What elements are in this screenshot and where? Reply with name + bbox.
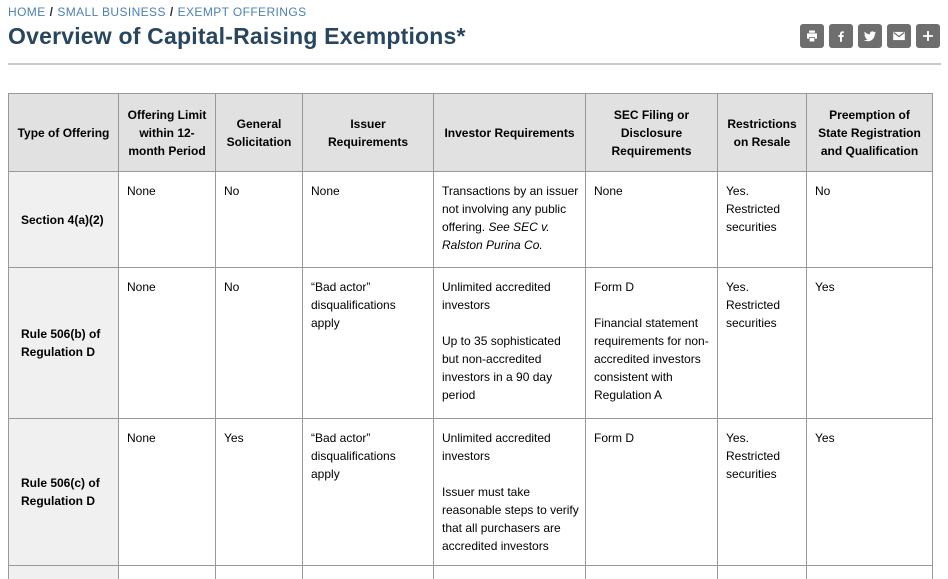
cell-general-solicitation: No <box>215 171 303 268</box>
title-row: Overview of Capital-Raising Exemptions* <box>8 23 940 50</box>
share-toolbar <box>800 24 940 48</box>
cell-preemption <box>806 565 933 579</box>
cell-investor-requirements: Unlimited accredited investors Up to 35 … <box>433 267 586 419</box>
title-divider <box>8 63 941 65</box>
cell-preemption: Yes <box>806 418 933 566</box>
breadcrumb-link-exempt-offerings[interactable]: EXEMPT OFFERINGS <box>177 5 307 19</box>
breadcrumb-link-small-business[interactable]: SMALL BUSINESS <box>57 5 166 19</box>
cell-issuer-requirements: “Bad actor” disqualifications apply <box>302 267 434 419</box>
twitter-button[interactable] <box>858 24 882 48</box>
header-offering-limit: Offering Limit within 12-month Period <box>118 93 216 172</box>
cell-sec-filing <box>585 565 718 579</box>
header-investor-requirements: Investor Requirements <box>433 93 586 172</box>
cell-offering-limit: None <box>118 418 216 566</box>
cell-offering-limit: None <box>118 267 216 419</box>
cell-offering-limit: None <box>118 171 216 268</box>
cell-issuer-requirements: “Bad actor” disqualifications apply <box>302 418 434 566</box>
plus-icon <box>921 29 935 43</box>
cell-restrictions-on-resale: Yes. Restricted securities <box>717 418 807 566</box>
header-general-solicitation: General Solicitation <box>215 93 303 172</box>
cell-type-of-offering <box>8 565 119 579</box>
cell-type-of-offering: Rule 506(b) of Regulation D <box>8 267 119 419</box>
breadcrumb-separator: / <box>169 5 174 19</box>
cell-issuer-requirements <box>302 565 434 579</box>
cell-sec-filing: Form D Financial statement requirements … <box>585 267 718 419</box>
page-title: Overview of Capital-Raising Exemptions* <box>8 23 466 49</box>
email-button[interactable] <box>887 24 911 48</box>
cell-type-of-offering: Rule 506(c) of Regulation D <box>8 418 119 566</box>
twitter-icon <box>863 29 877 43</box>
facebook-icon <box>834 29 848 43</box>
cell-offering-limit <box>118 565 216 579</box>
cell-preemption: No <box>806 171 933 268</box>
header-restrictions-on-resale: Restrictions on Resale <box>717 93 807 172</box>
table-row <box>8 565 933 579</box>
cell-preemption: Yes <box>806 267 933 419</box>
exemptions-table: Type of Offering Offering Limit within 1… <box>8 93 933 579</box>
header-preemption: Preemption of State Registration and Qua… <box>806 93 933 172</box>
header-issuer-requirements: Issuer Requirements <box>302 93 434 172</box>
cell-type-of-offering: Section 4(a)(2) <box>8 171 119 268</box>
header-type-of-offering: Type of Offering <box>8 93 119 172</box>
header-sec-filing: SEC Filing or Disclosure Requirements <box>585 93 718 172</box>
breadcrumb-separator: / <box>49 5 54 19</box>
breadcrumb-link-home[interactable]: HOME <box>8 5 46 19</box>
cell-general-solicitation: No <box>215 267 303 419</box>
cell-issuer-requirements: None <box>302 171 434 268</box>
table-row-section-4a2: Section 4(a)(2) None No None Transaction… <box>8 171 933 268</box>
more-share-button[interactable] <box>916 24 940 48</box>
email-icon <box>892 29 906 43</box>
cell-sec-filing: None <box>585 171 718 268</box>
breadcrumb: HOME / SMALL BUSINESS / EXEMPT OFFERINGS <box>0 0 948 19</box>
table-row-rule-506c: Rule 506(c) of Regulation D None Yes “Ba… <box>8 418 933 566</box>
cell-investor-requirements: Unlimited accredited investors Issuer mu… <box>433 418 586 566</box>
cell-sec-filing: Form D <box>585 418 718 566</box>
print-icon <box>805 29 819 43</box>
cell-restrictions-on-resale: Yes. Restricted securities <box>717 171 807 268</box>
facebook-button[interactable] <box>829 24 853 48</box>
cell-restrictions-on-resale <box>717 565 807 579</box>
table-header-row: Type of Offering Offering Limit within 1… <box>8 93 933 172</box>
cell-general-solicitation: Yes <box>215 418 303 566</box>
case-citation: See SEC v. Ralston Purina Co. <box>442 220 550 252</box>
cell-investor-requirements: Transactions by an issuer not involving … <box>433 171 586 268</box>
cell-investor-requirements <box>433 565 586 579</box>
cell-general-solicitation <box>215 565 303 579</box>
print-button[interactable] <box>800 24 824 48</box>
table-row-rule-506b: Rule 506(b) of Regulation D None No “Bad… <box>8 267 933 419</box>
cell-restrictions-on-resale: Yes. Restricted securities <box>717 267 807 419</box>
